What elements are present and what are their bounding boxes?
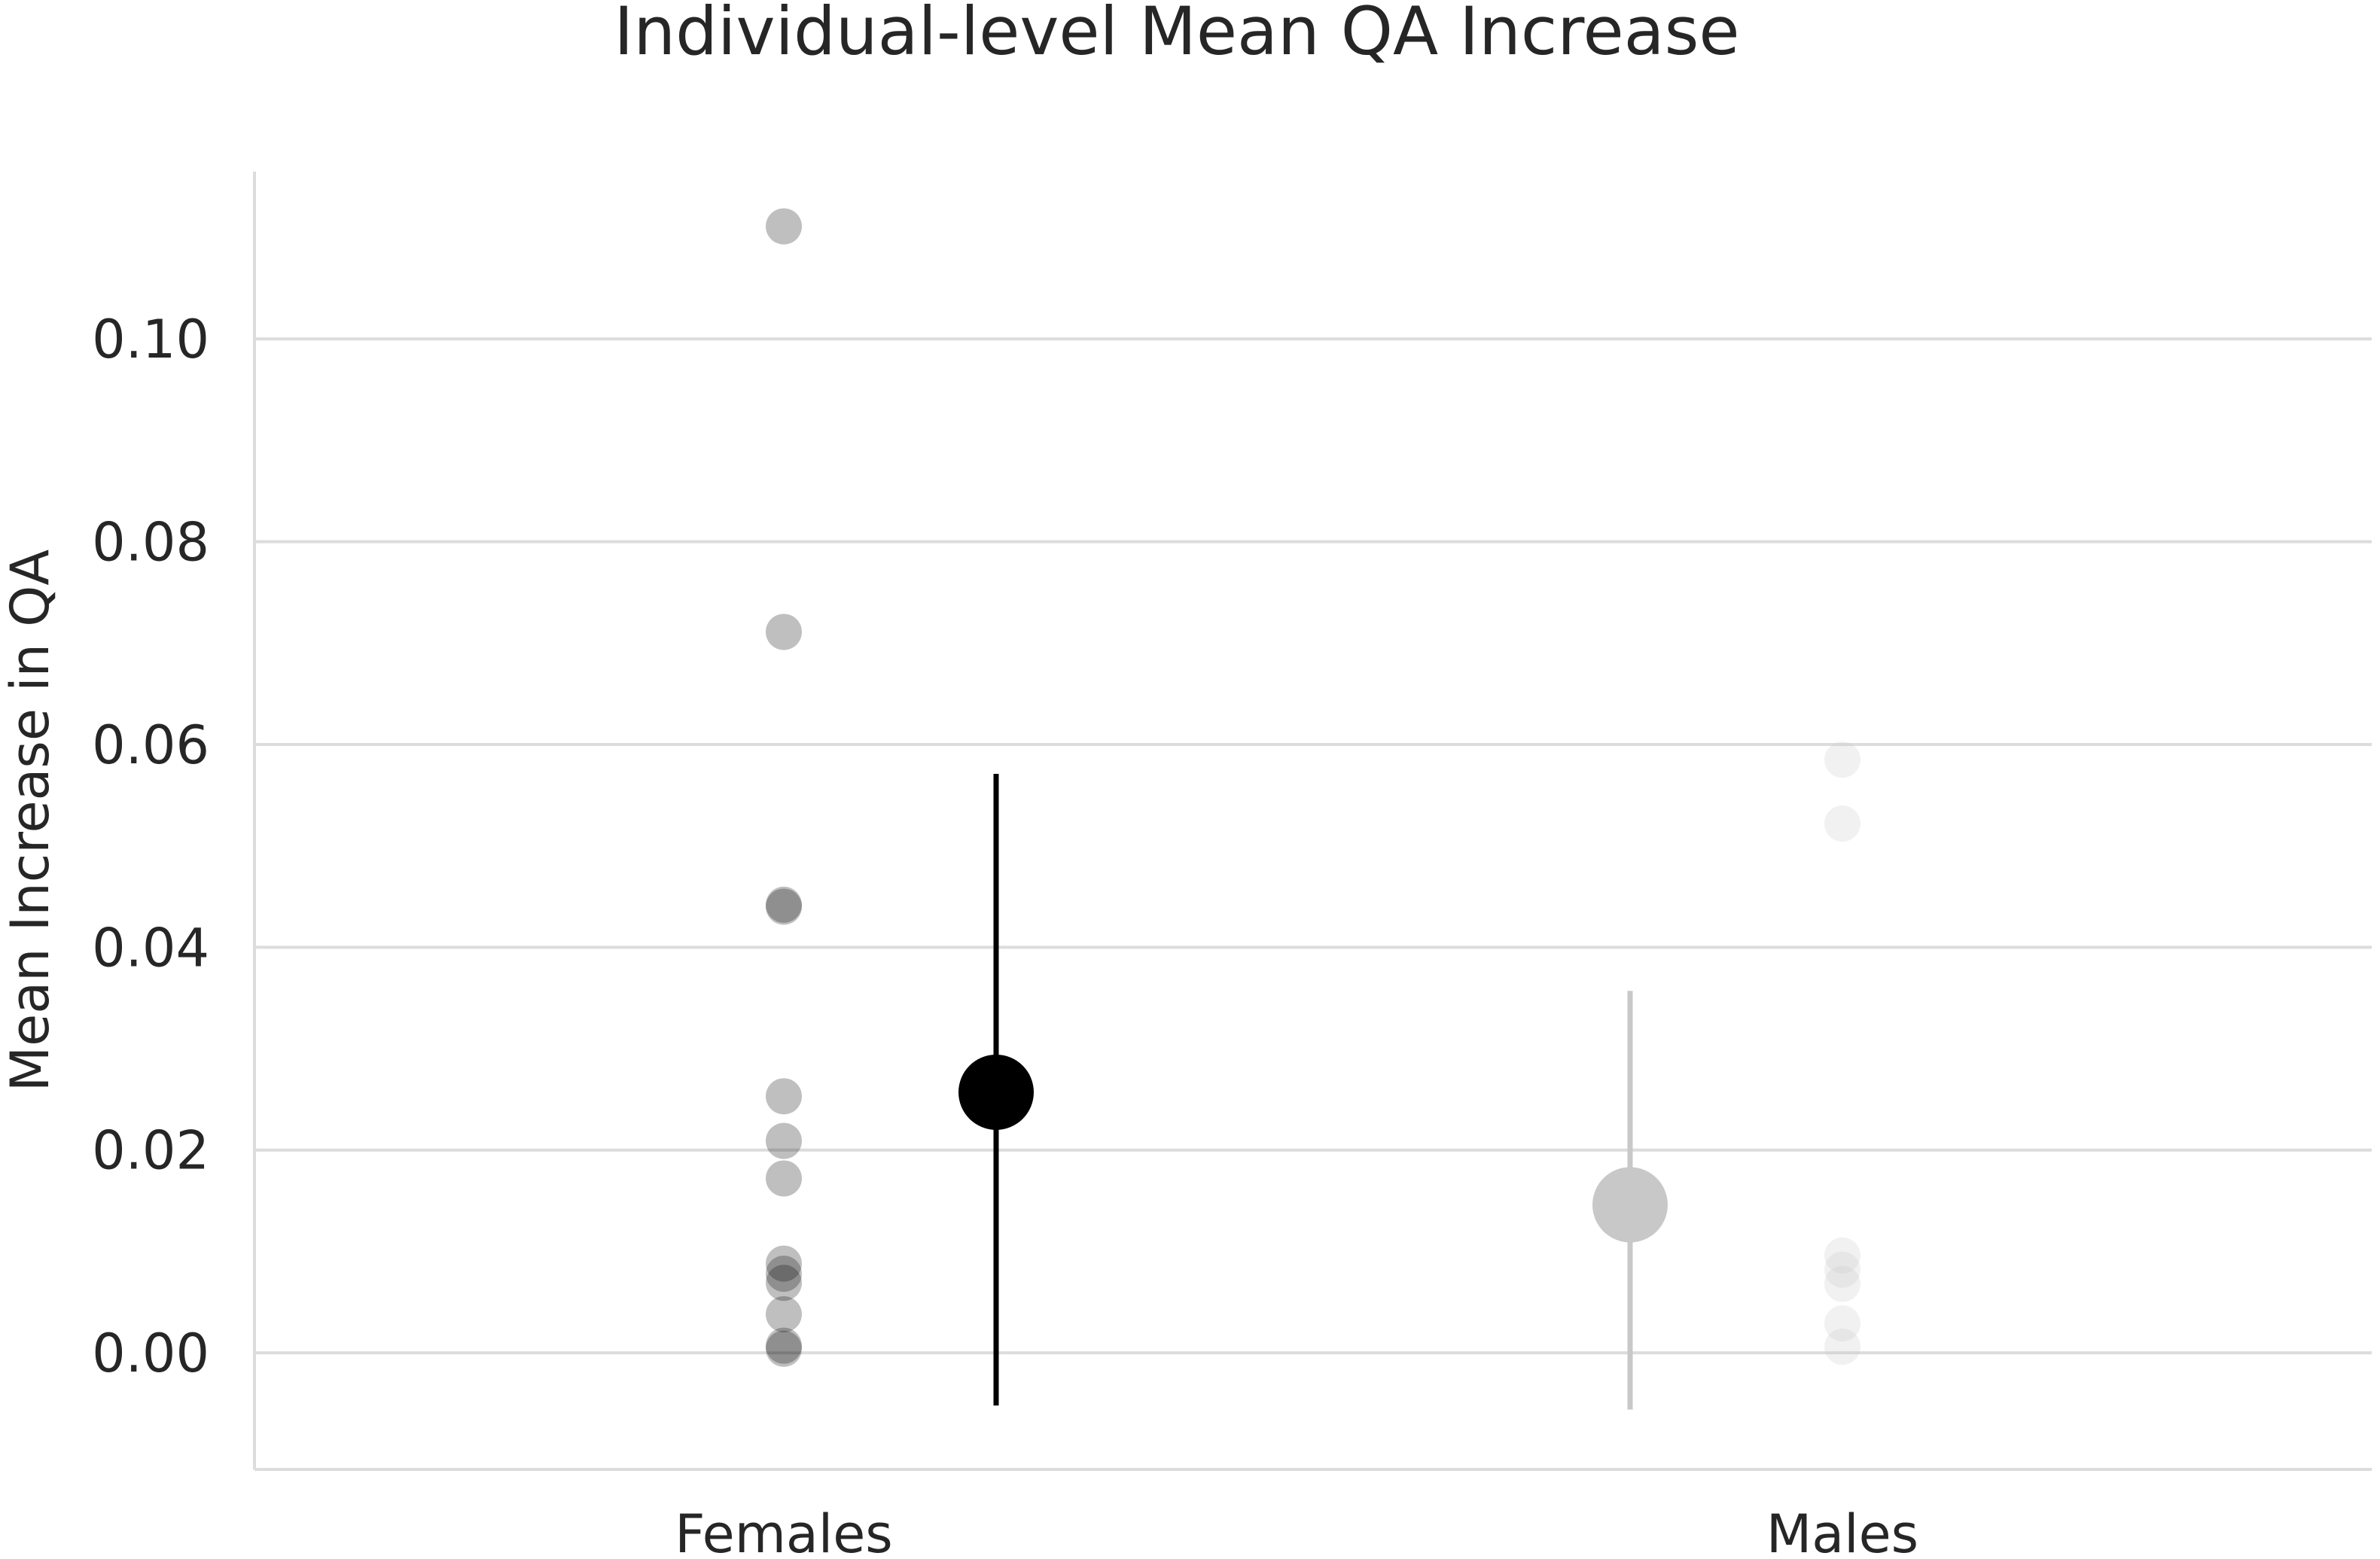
y-tick-label: 0.10 — [92, 309, 209, 370]
data-point — [1824, 1305, 1860, 1342]
data-point — [766, 1327, 802, 1364]
data-point — [766, 888, 802, 925]
y-tick-labels: 0.00 0.02 0.04 0.06 0.08 0.10 — [92, 309, 209, 1384]
data-point — [766, 1160, 802, 1197]
grid-layer — [254, 337, 2372, 1355]
data-point — [766, 1296, 802, 1332]
data-point — [766, 1078, 802, 1115]
x-tick-label: Males — [1766, 1503, 1918, 1559]
data-point — [766, 208, 802, 245]
data-point — [766, 1256, 802, 1293]
x-tick-label: Females — [675, 1503, 893, 1559]
mean-marker — [1592, 1167, 1668, 1243]
x-tick-labels: Females Males — [675, 1503, 1918, 1559]
individual-points — [766, 208, 1860, 1367]
data-point — [766, 1330, 802, 1367]
data-point — [1824, 1251, 1860, 1288]
data-point — [766, 886, 802, 923]
data-point — [766, 1245, 802, 1282]
data-point — [1824, 741, 1860, 778]
mean-ci-markers — [958, 774, 1668, 1410]
y-tick-label: 0.08 — [92, 512, 209, 574]
axis-layer — [253, 172, 2372, 1471]
y-tick-label: 0.00 — [92, 1323, 209, 1384]
data-point — [1824, 1237, 1860, 1274]
y-tick-label: 0.04 — [92, 917, 209, 979]
y-axis-label: Mean Increase in QA — [0, 550, 61, 1092]
data-point — [766, 1122, 802, 1159]
mean-marker — [958, 1054, 1034, 1130]
data-point — [1824, 1265, 1860, 1302]
data-point — [766, 614, 802, 650]
data-point — [1824, 1329, 1860, 1366]
y-tick-label: 0.06 — [92, 714, 209, 776]
y-tick-label: 0.02 — [92, 1120, 209, 1182]
data-point — [766, 1265, 802, 1302]
chart-title: Individual-level Mean QA Increase — [614, 0, 1739, 70]
data-point — [1824, 805, 1860, 842]
